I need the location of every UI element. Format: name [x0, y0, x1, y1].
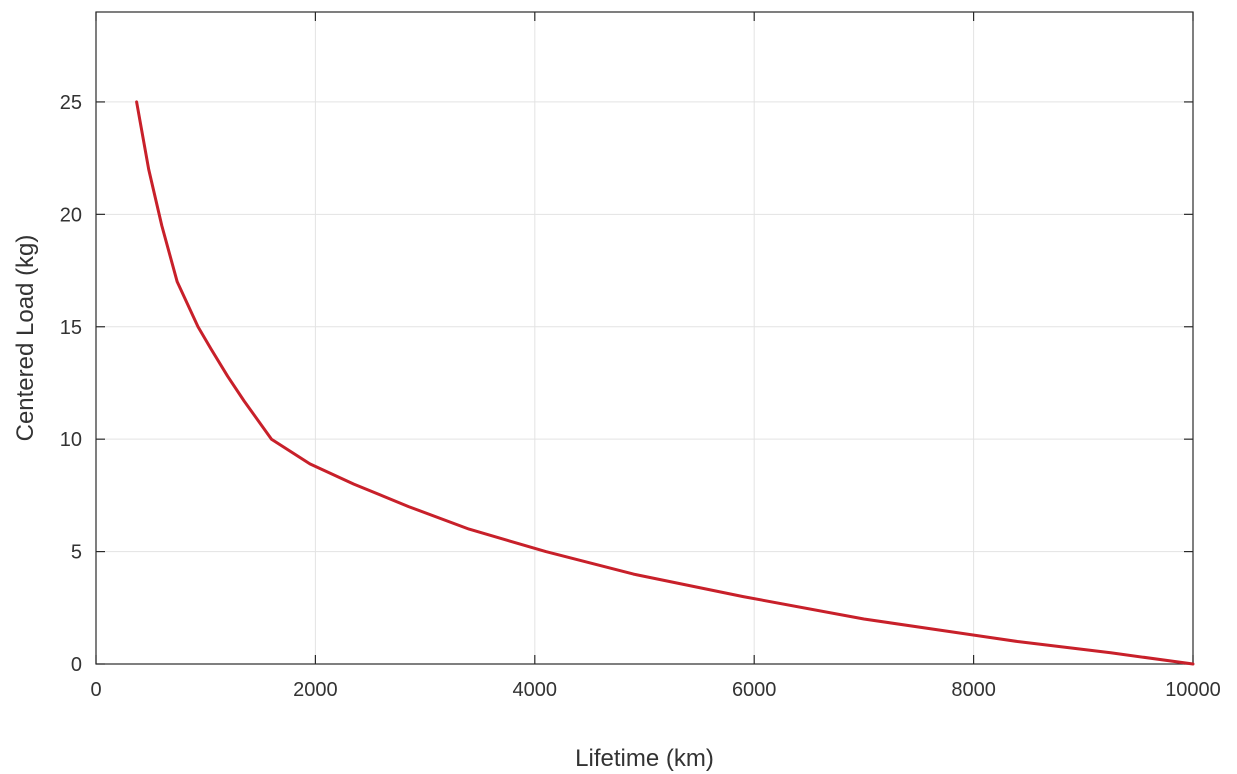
series-line [135, 100, 1195, 666]
x-tick-label: 4000 [513, 679, 558, 701]
x-tick-label: 0 [90, 679, 101, 701]
y-tick-label: 5 [71, 542, 82, 564]
x-axis-title: Lifetime (km) [575, 745, 714, 772]
y-axis-title: Centered Load (kg) [12, 235, 39, 442]
x-tick-label: 6000 [732, 679, 777, 701]
x-tick-label: 10000 [1165, 679, 1221, 701]
y-tick-label: 20 [60, 204, 82, 226]
y-tick-labels: 0 5 10 15 20 25 [60, 92, 82, 676]
y-tick-label: 25 [60, 92, 82, 114]
y-tick-label: 0 [71, 654, 82, 676]
tick-marks [95, 12, 1194, 665]
x-tick-label: 2000 [293, 679, 338, 701]
y-tick-label: 15 [60, 317, 82, 339]
y-tick-label: 10 [60, 429, 82, 451]
x-tick-label: 8000 [951, 679, 996, 701]
x-tick-labels: 0 2000 4000 6000 8000 10000 [90, 679, 1220, 701]
grid-lines [96, 12, 1193, 664]
series-group [135, 100, 1195, 666]
plot-frame [95, 11, 1194, 665]
